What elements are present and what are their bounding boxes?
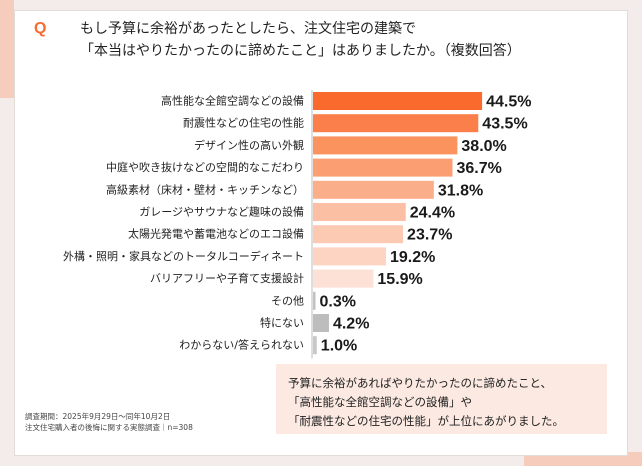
category-label: その他	[271, 294, 304, 307]
category-label: 外構・照明・家具などのトータルコーディネート	[63, 249, 304, 263]
value-label: 43.5%	[482, 116, 527, 133]
note-line-3: 「耐震性などの住宅の性能」が上位にあがりました。	[288, 414, 564, 428]
category-label: わからない/答えられない	[179, 338, 304, 352]
question-mark-label: Q	[34, 20, 47, 37]
value-label: 31.8%	[438, 182, 483, 199]
value-label: 36.7%	[456, 160, 501, 177]
bar	[313, 247, 386, 266]
category-label: 太陽光発電や蓄電池などのエコ設備	[128, 227, 304, 241]
note-line-2: 「高性能な全館空調などの設備」や	[288, 395, 472, 409]
category-label: ガレージやサウナなど趣味の設備	[139, 205, 304, 219]
value-label: 15.9%	[377, 271, 422, 288]
bar	[313, 114, 479, 133]
bar	[313, 203, 406, 221]
question-line-2: 「本当はやりたかったのに諦めたこと」はありましたか。（複数回答）	[80, 43, 521, 59]
question-text: もし予算に余裕があったとしたら、注文住宅の建築で 「本当はやりたかったのに諦めた…	[80, 18, 600, 62]
survey-period: 調査期間：2025年9月29日～同年10月2日	[25, 412, 171, 421]
question-line-1: もし予算に余裕があったとしたら、注文住宅の建築で	[80, 21, 416, 37]
category-label: 特にない	[260, 316, 304, 330]
bar	[313, 180, 434, 199]
value-label: 23.7%	[407, 227, 452, 244]
category-label: 高性能な全館空調などの設備	[161, 94, 304, 108]
summary-note: 予算に余裕があればやりたかったのに諦めたこと、 「高性能な全館空調などの設備」や…	[276, 364, 607, 434]
value-label: 19.2%	[390, 249, 435, 266]
category-label: 高級素材（床材・壁材・キッチンなど）	[106, 182, 304, 196]
value-label: 44.5%	[486, 94, 531, 111]
value-label: 1.0%	[321, 338, 357, 355]
bar	[313, 269, 374, 288]
category-label: 耐震性などの住宅の性能	[183, 116, 304, 130]
value-label: 0.3%	[320, 293, 356, 310]
bar	[313, 314, 329, 332]
corner-decoration-top-left	[0, 0, 14, 98]
category-label: デザイン性の高い外観	[194, 138, 304, 152]
bar	[313, 136, 458, 155]
bar	[313, 225, 404, 244]
survey-title: 注文住宅購入者の後悔に関する実態調査｜n=308	[25, 423, 193, 432]
value-label: 38.0%	[461, 138, 506, 155]
bar	[313, 92, 483, 110]
bar	[313, 291, 316, 310]
value-label: 4.2%	[333, 316, 369, 333]
survey-source: 調査期間：2025年9月29日～同年10月2日 注文住宅購入者の後悔に関する実態…	[25, 411, 193, 433]
category-label: バリアフリーや子育て支援設計	[150, 271, 304, 285]
bar	[313, 158, 453, 177]
note-line-1: 予算に余裕があればやりたかったのに諦めたこと、	[288, 376, 553, 390]
bar	[313, 336, 317, 355]
category-label: 中庭や吹き抜けなどの空間的なこだわり	[106, 160, 304, 174]
value-label: 24.4%	[410, 205, 455, 222]
